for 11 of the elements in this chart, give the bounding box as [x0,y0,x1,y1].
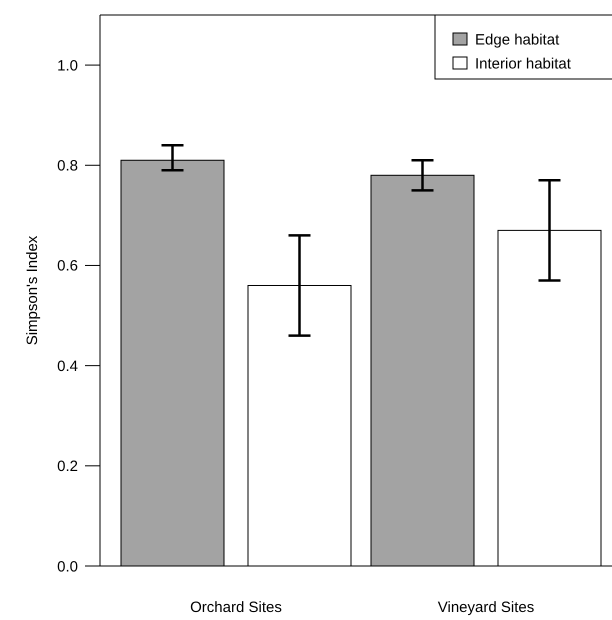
y-tick-label: 0.2 [57,458,78,476]
y-tick-label: 0.6 [57,258,78,275]
y-tick-label: 0.8 [57,158,78,175]
x-tick-label: Vineyard Sites [438,599,534,616]
legend-label: Interior habitat [475,55,572,72]
y-axis-title: Simpson's Index [24,235,41,346]
y-tick-label: 1.0 [57,57,78,74]
y-tick-label: 0.4 [57,358,78,375]
legend-label: Edge habitat [475,31,560,48]
x-tick-label: Orchard Sites [190,599,282,616]
y-tick-label: 0.0 [57,558,78,576]
